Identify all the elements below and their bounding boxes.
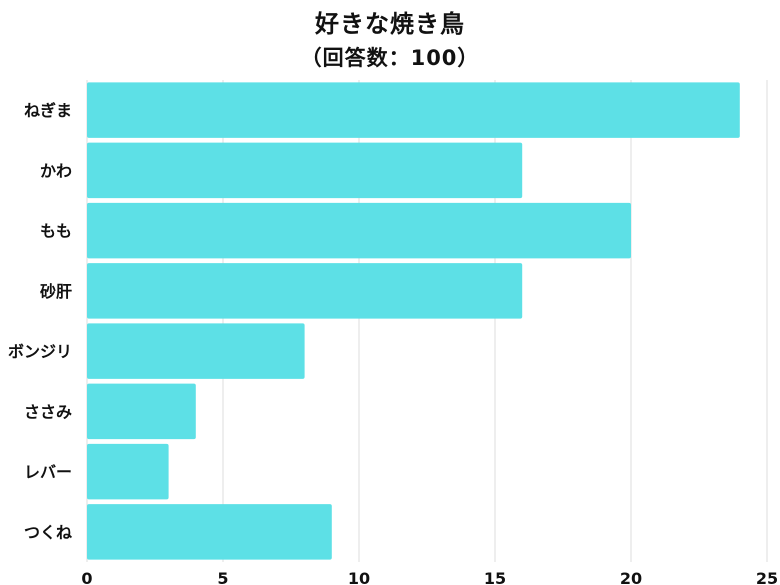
bar-6 — [87, 443, 169, 500]
category-label: つくね — [24, 523, 72, 542]
x-tick-label: 20 — [620, 569, 642, 585]
category-label: かわ — [40, 161, 72, 180]
x-tick-label: 5 — [217, 569, 228, 585]
x-tick-label: 15 — [484, 569, 506, 585]
x-tick-label: 10 — [348, 569, 370, 585]
bar-4 — [87, 323, 305, 379]
bar-1 — [87, 142, 523, 199]
bar-layer — [87, 82, 740, 560]
chart-title: 好きな焼き鳥 — [315, 10, 465, 38]
category-label: もも — [40, 222, 72, 241]
x-tick-label: 0 — [81, 569, 92, 585]
category-label: 砂肝 — [40, 282, 72, 301]
bar-3 — [87, 263, 523, 319]
bar-7 — [87, 504, 332, 560]
category-label: レバー — [24, 463, 72, 482]
category-label: ささみ — [24, 402, 72, 421]
tick-label-layer: 0 5 10 15 20 25 — [81, 569, 778, 585]
bar-5 — [87, 383, 196, 440]
chart-subtitle: （回答数：100） — [300, 46, 480, 70]
bar-0 — [87, 82, 740, 138]
x-tick-label: 25 — [756, 569, 778, 585]
bar-2 — [87, 202, 631, 259]
category-label: ねぎま — [24, 101, 72, 120]
category-label: ボンジリ — [8, 342, 72, 361]
